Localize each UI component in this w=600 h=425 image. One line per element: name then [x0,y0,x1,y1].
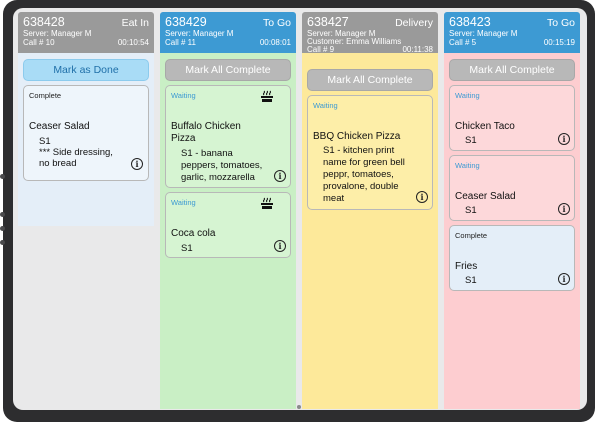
order-item-card[interactable]: Complete Ceaser Salad S1 *** Side dressi… [23,85,149,181]
item-name: Ceaser Salad [455,191,516,202]
order-type: Delivery [395,17,433,29]
order-item-card[interactable]: Waiting Ceaser Salad S1 i [449,155,575,221]
order-timer: 00:11:38 [402,45,433,54]
device-sensor-dot [0,226,5,231]
ticket-header: 638428 Eat In Server: Manager M Call # 1… [18,12,154,53]
cooking-icon [261,90,273,102]
kitchen-display-screen: 638428 Eat In Server: Manager M Call # 1… [13,8,587,410]
item-name: Coca cola [171,228,216,239]
item-name: Ceaser Salad [29,121,90,132]
item-modifier: meat [323,193,345,204]
info-icon[interactable]: i [131,158,143,170]
order-ticket-638428[interactable]: 638428 Eat In Server: Manager M Call # 1… [18,12,154,409]
order-ticket-638423[interactable]: 638423 To Go Server: Manager M Call # 5 … [444,12,580,409]
customer-name: Customer: Emma Williams [307,37,402,46]
order-type: Eat In [121,17,149,29]
order-timer: 00:15:19 [543,38,575,47]
order-type: To Go [262,17,291,29]
item-modifier: peppers, tomatoes, [181,160,263,171]
server-name: Server: Manager M [307,29,376,38]
call-number: Call # 5 [449,38,477,47]
item-modifier: peppr, tomatoes, [323,169,394,180]
item-status: Waiting [171,91,196,100]
item-modifier: name for green bell [323,157,405,168]
item-seat-detail: S1 - banana [181,148,233,159]
ticket-header: 638427 Delivery Server: Manager M Custom… [302,12,438,54]
ticket-header: 638429 To Go Server: Manager M Call # 11… [160,12,296,53]
item-modifier: provalone, double [323,181,399,192]
call-number: Call # 9 [307,45,335,54]
home-indicator [297,405,301,409]
order-number: 638427 [307,15,349,29]
order-item-card[interactable]: Waiting Chicken Taco S1 i [449,85,575,151]
call-number: Call # 11 [165,38,196,47]
item-status: Waiting [313,101,338,110]
order-item-card[interactable]: Complete Fries S1 i [449,225,575,291]
order-item-card[interactable]: Waiting BBQ Chicken Pizza S1 - kitchen p… [307,95,433,210]
order-number: 638428 [23,15,65,29]
mark-all-complete-button[interactable]: Mark All Complete [307,69,433,91]
item-status: Waiting [455,91,480,100]
item-seat: S1 [465,135,477,146]
order-timer: 00:10:54 [117,38,149,47]
order-timer: 00:08:01 [259,38,291,47]
item-status: Complete [29,91,62,100]
item-modifier: no bread [39,158,77,169]
info-icon[interactable]: i [274,170,286,182]
tablet-frame: 638428 Eat In Server: Manager M Call # 1… [3,0,595,422]
info-icon[interactable]: i [558,273,570,285]
server-name: Server: Manager M [449,29,518,38]
info-icon[interactable]: i [274,240,286,252]
item-name: Buffalo Chicken [171,121,241,132]
item-status: Waiting [455,161,480,170]
order-number: 638429 [165,15,207,29]
item-modifier: *** Side dressing, [39,147,113,158]
device-camera-dot [0,174,5,179]
info-icon[interactable]: i [558,133,570,145]
info-icon[interactable]: i [416,191,428,203]
order-number: 638423 [449,15,491,29]
cooking-icon [261,197,273,209]
mark-all-complete-button[interactable]: Mark All Complete [449,59,575,81]
item-seat: S1 [181,243,193,254]
item-seat: S1 [465,275,477,286]
server-name: Server: Manager M [165,29,234,38]
order-ticket-638429[interactable]: 638429 To Go Server: Manager M Call # 11… [160,12,296,409]
ticket-header: 638423 To Go Server: Manager M Call # 5 … [444,12,580,53]
item-status: Complete [455,231,488,240]
order-item-card[interactable]: Waiting Coca cola S1 i [165,192,291,258]
item-name: Pizza [171,133,196,144]
server-name: Server: Manager M [23,29,92,38]
mark-all-complete-button[interactable]: Mark All Complete [165,59,291,81]
device-sensor-dot [0,240,5,245]
info-icon[interactable]: i [558,203,570,215]
mark-as-done-button[interactable]: Mark as Done [23,59,149,81]
call-number: Call # 10 [23,38,55,47]
item-name: BBQ Chicken Pizza [313,131,401,142]
item-seat-detail: S1 - kitchen print [323,145,395,156]
order-item-card[interactable]: Waiting Buffalo Chicken Pizza S1 - banan… [165,85,291,188]
order-type: To Go [546,17,575,29]
item-modifier: garlic, mozzarella [181,172,255,183]
device-sensor-dot [0,212,5,217]
item-name: Chicken Taco [455,121,515,132]
order-ticket-638427[interactable]: 638427 Delivery Server: Manager M Custom… [302,12,438,409]
item-status: Waiting [171,198,196,207]
item-seat: S1 [39,136,51,147]
item-seat: S1 [465,205,477,216]
item-name: Fries [455,261,478,272]
